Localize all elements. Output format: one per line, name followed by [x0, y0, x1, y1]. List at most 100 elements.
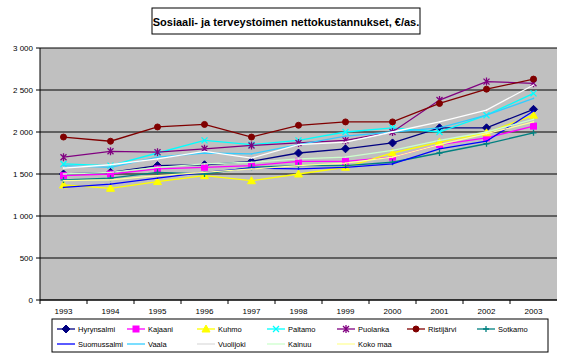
point: [204, 172, 206, 174]
legend-label: Puolanka: [358, 325, 390, 334]
legend-line: [127, 343, 145, 344]
series-line: [64, 119, 534, 174]
y-tick-label: 3 000: [13, 44, 34, 53]
x-tick-label: 1997: [243, 307, 261, 316]
point: [202, 137, 208, 143]
grid-line: [40, 216, 557, 217]
point: [533, 110, 535, 112]
point: [439, 148, 441, 150]
point: [157, 156, 159, 158]
point: [298, 168, 300, 170]
legend-marker: [133, 326, 139, 332]
x-tick-label: 1995: [149, 307, 167, 316]
x-tick-label: 1994: [102, 307, 120, 316]
point: [110, 172, 112, 174]
series-line: [64, 122, 534, 181]
data-group: [60, 76, 538, 191]
y-tick: [36, 48, 40, 49]
point: [439, 140, 441, 142]
legend-label: Koko maa: [358, 340, 393, 349]
point: [295, 149, 303, 157]
point: [251, 161, 253, 163]
legend-label: Kajaani: [148, 325, 173, 334]
point: [157, 177, 159, 179]
point: [345, 135, 347, 137]
point: [531, 130, 537, 136]
point: [486, 140, 488, 142]
legend-label: Vaala: [148, 340, 167, 349]
legend: HyrynsalmiKajaaniKuhmoPaltamoPuolankaRis…: [52, 319, 548, 352]
y-tick: [36, 90, 40, 91]
series-line: [64, 133, 534, 180]
point: [298, 144, 300, 146]
x-tick-label: 1993: [55, 307, 73, 316]
point: [61, 134, 67, 140]
y-axis: [40, 48, 41, 300]
x-tick-label: 2002: [478, 307, 496, 316]
point: [157, 175, 159, 177]
point: [533, 98, 535, 100]
point: [155, 169, 161, 175]
point: [439, 121, 441, 123]
chart: Sosiaali- ja terveystoimen nettokustannu…: [0, 0, 572, 356]
point: [439, 127, 441, 129]
series-line: [64, 85, 534, 168]
legend-marker: [413, 326, 419, 332]
legend-label: Vuolijoki: [218, 340, 246, 349]
legend-label: Ristijärvi: [428, 325, 457, 334]
point: [531, 90, 537, 96]
point: [61, 153, 67, 161]
point: [389, 139, 397, 147]
point: [63, 173, 65, 175]
grid-line: [40, 132, 557, 133]
point: [437, 129, 443, 135]
y-tick-label: 1 500: [13, 170, 34, 179]
grid-line: [40, 48, 557, 49]
x-tick: [510, 300, 511, 304]
y-tick: [36, 258, 40, 259]
x-axis: [40, 300, 557, 301]
grid-line: [40, 258, 557, 259]
point: [110, 183, 112, 185]
x-tick-label: 2001: [431, 307, 449, 316]
x-tick: [416, 300, 417, 304]
legend-label: Kainuu: [288, 340, 311, 349]
y-tick-label: 2 000: [13, 128, 34, 137]
point: [204, 151, 206, 153]
legend-marker: [273, 326, 279, 332]
x-tick-label: 1999: [337, 307, 355, 316]
x-tick-label: 2000: [384, 307, 402, 316]
point: [298, 144, 300, 146]
point: [486, 133, 488, 135]
legend-marker: [343, 325, 349, 333]
point: [533, 121, 535, 123]
x-tick: [181, 300, 182, 304]
series-line: [64, 79, 534, 141]
point: [486, 131, 488, 133]
point: [110, 164, 112, 166]
point: [486, 109, 488, 111]
point: [298, 158, 300, 160]
point: [296, 122, 302, 128]
point: [202, 121, 208, 127]
point: [63, 187, 65, 189]
point: [345, 141, 347, 143]
point: [157, 158, 159, 160]
x-tick: [87, 300, 88, 304]
point: [392, 156, 394, 158]
y-tick-label: 1 000: [13, 212, 34, 221]
title-group: Sosiaali- ja terveystoimen nettokustannu…: [152, 8, 420, 34]
x-tick-label: 1996: [196, 307, 214, 316]
point: [295, 170, 303, 177]
legend-marker: [483, 326, 489, 332]
point: [345, 156, 347, 158]
point: [63, 180, 65, 182]
point: [392, 131, 394, 133]
legend-label: Paltamo: [288, 325, 316, 334]
point: [484, 78, 490, 86]
point: [251, 153, 253, 155]
point: [251, 168, 253, 170]
x-tick: [369, 300, 370, 304]
series-line: [64, 111, 534, 187]
title-box: [152, 8, 420, 34]
